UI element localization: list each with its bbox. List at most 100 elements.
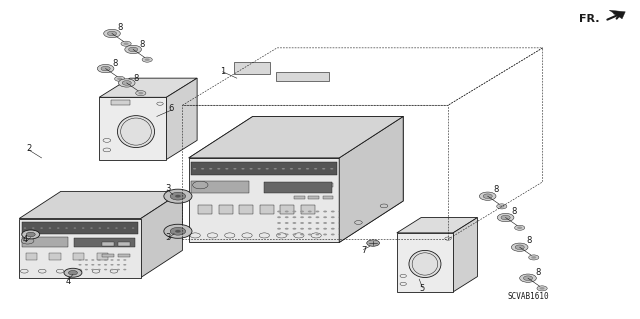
Circle shape <box>331 228 335 230</box>
Circle shape <box>79 269 82 271</box>
Circle shape <box>201 168 204 170</box>
Circle shape <box>339 234 342 235</box>
Text: 8: 8 <box>140 40 145 48</box>
Polygon shape <box>339 116 403 242</box>
Circle shape <box>138 92 143 94</box>
Circle shape <box>170 227 186 235</box>
Circle shape <box>316 222 319 224</box>
Circle shape <box>316 216 319 218</box>
Circle shape <box>115 227 118 229</box>
Text: 8: 8 <box>511 207 516 216</box>
Circle shape <box>540 287 545 290</box>
Circle shape <box>121 41 131 46</box>
Circle shape <box>277 228 281 230</box>
Circle shape <box>346 222 350 224</box>
Circle shape <box>104 259 108 261</box>
Circle shape <box>282 168 285 170</box>
Bar <box>26 253 37 260</box>
Text: 8: 8 <box>535 268 540 277</box>
Bar <box>264 182 332 193</box>
Circle shape <box>285 216 289 218</box>
Circle shape <box>82 227 84 229</box>
Bar <box>308 196 319 199</box>
Circle shape <box>300 211 304 212</box>
Bar <box>280 205 294 214</box>
Circle shape <box>85 264 88 265</box>
Circle shape <box>346 234 350 235</box>
Circle shape <box>346 216 350 218</box>
Circle shape <box>193 181 208 189</box>
Circle shape <box>323 222 327 224</box>
Circle shape <box>515 225 525 230</box>
Circle shape <box>323 234 327 235</box>
Polygon shape <box>19 219 141 278</box>
Text: 3: 3 <box>165 184 170 193</box>
Circle shape <box>125 45 141 54</box>
Text: FR.: FR. <box>579 13 600 24</box>
Circle shape <box>91 264 95 265</box>
Circle shape <box>290 168 293 170</box>
Circle shape <box>91 269 95 271</box>
Bar <box>234 62 269 74</box>
Circle shape <box>314 168 317 170</box>
Circle shape <box>537 286 547 291</box>
Circle shape <box>175 230 180 233</box>
Bar <box>239 205 253 214</box>
Circle shape <box>104 269 108 271</box>
Circle shape <box>529 255 539 260</box>
Circle shape <box>250 168 253 170</box>
Circle shape <box>292 211 296 212</box>
Circle shape <box>193 168 196 170</box>
Circle shape <box>98 264 101 265</box>
Circle shape <box>346 228 350 230</box>
Circle shape <box>68 271 77 275</box>
Circle shape <box>209 168 212 170</box>
Circle shape <box>49 227 51 229</box>
Bar <box>219 205 233 214</box>
Circle shape <box>85 259 88 261</box>
Circle shape <box>79 264 82 265</box>
Circle shape <box>339 228 342 230</box>
Circle shape <box>520 274 536 282</box>
Circle shape <box>308 216 312 218</box>
Circle shape <box>117 78 122 80</box>
Bar <box>97 253 108 260</box>
Circle shape <box>21 238 34 244</box>
Text: 8: 8 <box>493 185 499 194</box>
Text: 3: 3 <box>165 233 170 242</box>
Bar <box>276 72 328 81</box>
Circle shape <box>132 227 134 229</box>
Circle shape <box>308 234 312 235</box>
Circle shape <box>331 234 335 235</box>
Circle shape <box>323 211 327 212</box>
Circle shape <box>136 91 146 96</box>
Polygon shape <box>339 116 403 242</box>
Circle shape <box>308 222 312 224</box>
Ellipse shape <box>118 116 155 147</box>
Circle shape <box>257 168 260 170</box>
Bar <box>308 183 319 187</box>
Circle shape <box>40 227 43 229</box>
Circle shape <box>97 64 114 73</box>
Circle shape <box>117 264 120 265</box>
Circle shape <box>79 259 82 261</box>
Polygon shape <box>189 116 403 158</box>
Bar <box>102 242 114 246</box>
Circle shape <box>129 47 138 52</box>
Circle shape <box>285 222 289 224</box>
Bar <box>198 205 212 214</box>
Circle shape <box>111 259 114 261</box>
Text: 6: 6 <box>169 104 174 113</box>
Polygon shape <box>189 158 339 242</box>
Circle shape <box>292 216 296 218</box>
Circle shape <box>90 227 93 229</box>
Circle shape <box>104 29 120 38</box>
Circle shape <box>104 264 108 265</box>
Circle shape <box>331 216 335 218</box>
Text: 5: 5 <box>420 284 425 293</box>
Bar <box>191 181 248 193</box>
Circle shape <box>292 222 296 224</box>
Circle shape <box>277 234 281 235</box>
Circle shape <box>241 168 244 170</box>
Circle shape <box>111 264 114 265</box>
